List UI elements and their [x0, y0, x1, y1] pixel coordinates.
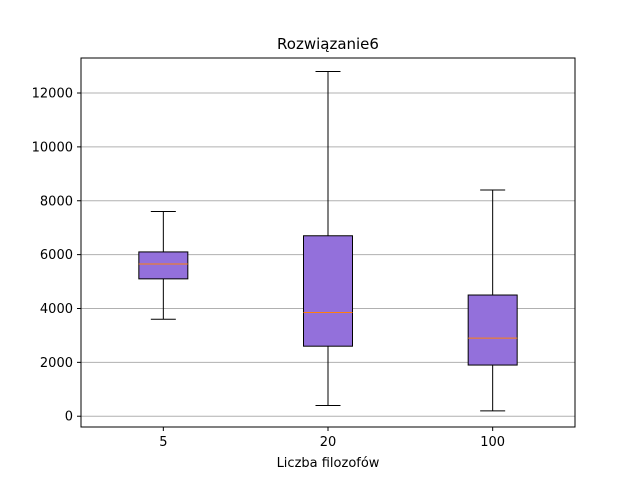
y-tick-label: 2000: [40, 356, 73, 371]
box-100: [467, 189, 518, 412]
iqr-box: [303, 235, 353, 347]
box-20: [303, 70, 353, 406]
y-tick-label: 10000: [32, 140, 73, 155]
x-axis-label: Liczba filozofów: [277, 456, 380, 471]
y-axis-ticks: 0 2000 4000 6000 8000 10000 12000: [32, 87, 81, 425]
y-tick-label: 4000: [40, 302, 73, 317]
y-tick-label: 8000: [40, 194, 73, 209]
x-tick-label: 100: [480, 435, 505, 450]
x-axis-ticks: 5 20 100: [159, 427, 505, 450]
box-5: [138, 211, 189, 320]
box-series: [138, 70, 518, 412]
x-tick-label: 20: [320, 435, 337, 450]
x-tick-label: 5: [159, 435, 167, 450]
iqr-box: [467, 294, 518, 366]
y-tick-label: 6000: [40, 248, 73, 263]
y-tick-label: 12000: [32, 87, 73, 102]
y-tick-label: 0: [65, 410, 73, 425]
iqr-box: [138, 251, 189, 280]
chart-title: Rozwiązanie6: [277, 35, 379, 53]
